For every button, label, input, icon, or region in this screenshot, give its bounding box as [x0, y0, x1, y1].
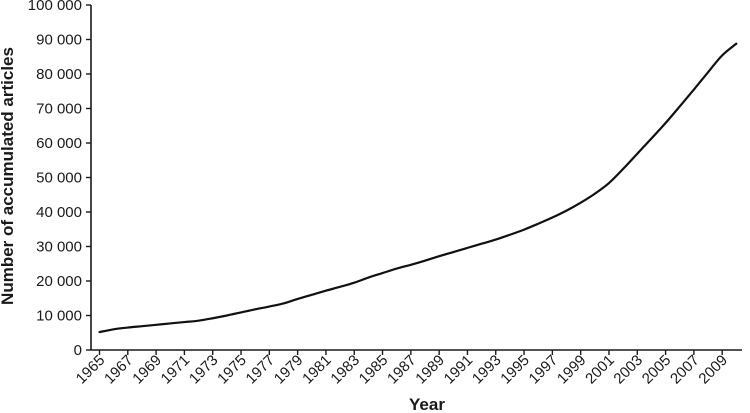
x-tick-label: 1989 — [412, 352, 448, 388]
x-tick-label: 2007 — [667, 352, 703, 388]
y-tick-label: 10 000 — [36, 308, 82, 325]
x-tick-label: 2005 — [639, 352, 675, 388]
y-tick-label: 20 000 — [36, 273, 82, 290]
x-tick-label: 2009 — [695, 352, 731, 388]
x-tick-label: 1999 — [554, 352, 590, 388]
x-tick-label: 1983 — [327, 352, 363, 388]
x-tick-label: 1971 — [158, 352, 194, 388]
x-tick-label: 1969 — [129, 352, 165, 388]
y-tick-label: 80 000 — [36, 66, 82, 83]
x-tick-label: 1977 — [243, 352, 279, 388]
x-tick-label: 1975 — [214, 352, 250, 388]
x-tick-label: 1987 — [384, 352, 420, 388]
x-tick-label: 1997 — [526, 352, 562, 388]
x-axis-title: Year — [409, 395, 445, 413]
x-tick-label: 2003 — [610, 352, 646, 388]
x-tick-label: 1973 — [186, 352, 222, 388]
y-tick-label: 70 000 — [36, 101, 82, 118]
y-tick-label: 60 000 — [36, 135, 82, 152]
x-tick-label: 2001 — [582, 352, 618, 388]
x-axis: 1965196719691971197319751977197919811983… — [73, 349, 742, 388]
x-tick-label: 1991 — [441, 352, 477, 388]
x-tick-label: 1979 — [271, 352, 307, 388]
series-line — [98, 42, 738, 334]
series-group — [98, 42, 738, 334]
y-axis: 0 10 000 20 000 30 000 40 000 50 000 60 000 70 … — [28, 0, 92, 359]
x-tick-label: 1981 — [299, 352, 335, 388]
x-tick-label: 1993 — [469, 352, 505, 388]
y-tick-label: 30 000 — [36, 239, 82, 256]
x-tick-label: 1967 — [101, 352, 137, 388]
y-tick-label: 50 000 — [36, 170, 82, 187]
y-tick-label: 90 000 — [36, 32, 82, 49]
y-tick-label: 100 000 — [28, 0, 82, 14]
y-axis-title: Number of accumulated articles — [0, 47, 17, 305]
x-tick-label: 1995 — [497, 352, 533, 388]
y-tick-label: 40 000 — [36, 204, 82, 221]
x-tick-label: 1985 — [356, 352, 392, 388]
y-tick-label: 0 — [74, 342, 82, 359]
